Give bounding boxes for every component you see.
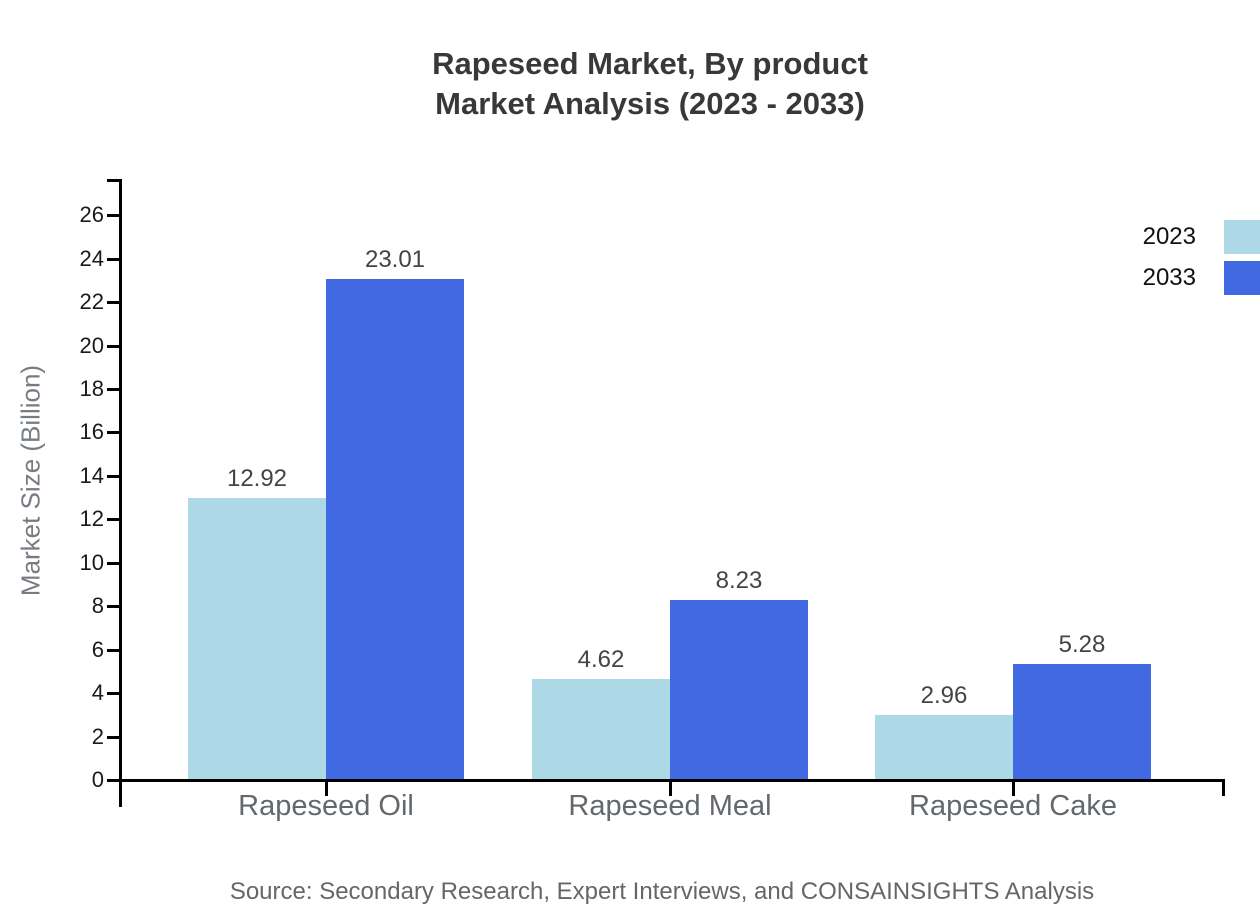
value-label: 5.28 [1058,631,1106,659]
x-tick [669,779,672,796]
value-label: 4.62 [577,645,625,673]
value-label: 23.01 [364,246,426,274]
value-label: 2.96 [920,681,968,709]
y-tick [107,561,119,565]
y-axis-end-tick [107,179,119,182]
legend-label-2033: 2033 [1142,264,1196,291]
chart-title-line1: Rapeseed Market, By product [432,46,868,81]
y-tick-label: 4 [91,680,104,706]
chart-title: Rapeseed Market, By product Market Analy… [20,44,1260,124]
y-tick [107,388,119,392]
bar-2023-rapeseed-oil [188,498,326,779]
y-tick-label: 26 [79,202,104,228]
bar-2023-rapeseed-cake [875,714,1013,779]
y-tick-label: 12 [79,506,104,532]
x-tick [1012,779,1015,796]
chart-title-line2: Market Analysis (2023 - 2033) [435,86,865,121]
y-tick [107,692,119,696]
y-tick-label: 10 [79,549,104,575]
y-tick-label: 0 [91,767,104,792]
x-axis-end-tick [1222,779,1225,796]
y-tick [107,648,119,652]
y-axis-line [119,179,122,807]
y-tick-label: 24 [79,245,104,271]
source-note: Source: Secondary Research, Expert Inter… [229,878,1095,905]
legend-swatch-2033 [1224,261,1260,295]
x-category-label: Rapeseed Cake [909,790,1117,822]
x-axis-line [119,779,1225,782]
y-tick-label: 14 [79,462,104,488]
bar-2033-rapeseed-cake [1013,664,1151,779]
x-tick [325,779,328,796]
y-tick [107,214,119,218]
y-tick [107,257,119,261]
legend-label-2023: 2023 [1142,223,1196,250]
legend-swatch-2023 [1224,220,1260,254]
y-tick-label: 18 [79,376,104,402]
bar-2033-rapeseed-meal [670,600,808,779]
x-category-label: Rapeseed Meal [568,790,772,822]
bar-2033-rapeseed-oil [326,279,464,779]
x-category-label: Rapeseed Oil [238,790,414,822]
y-tick [107,605,119,609]
y-tick-label: 16 [79,419,104,445]
y-tick [107,518,119,522]
y-tick [107,735,119,739]
y-tick [107,344,119,348]
value-label: 12.92 [226,465,288,493]
y-tick [107,474,119,478]
bar-2023-rapeseed-meal [532,678,670,779]
y-tick-label: 22 [79,289,104,315]
y-tick-label: 8 [91,593,104,619]
y-tick-label: 6 [91,636,104,662]
y-tick [107,301,119,305]
y-tick-label: 2 [91,723,104,749]
y-tick [107,431,119,435]
y-tick-label: 20 [79,332,104,358]
value-label: 8.23 [715,567,763,595]
y-tick [107,779,119,782]
